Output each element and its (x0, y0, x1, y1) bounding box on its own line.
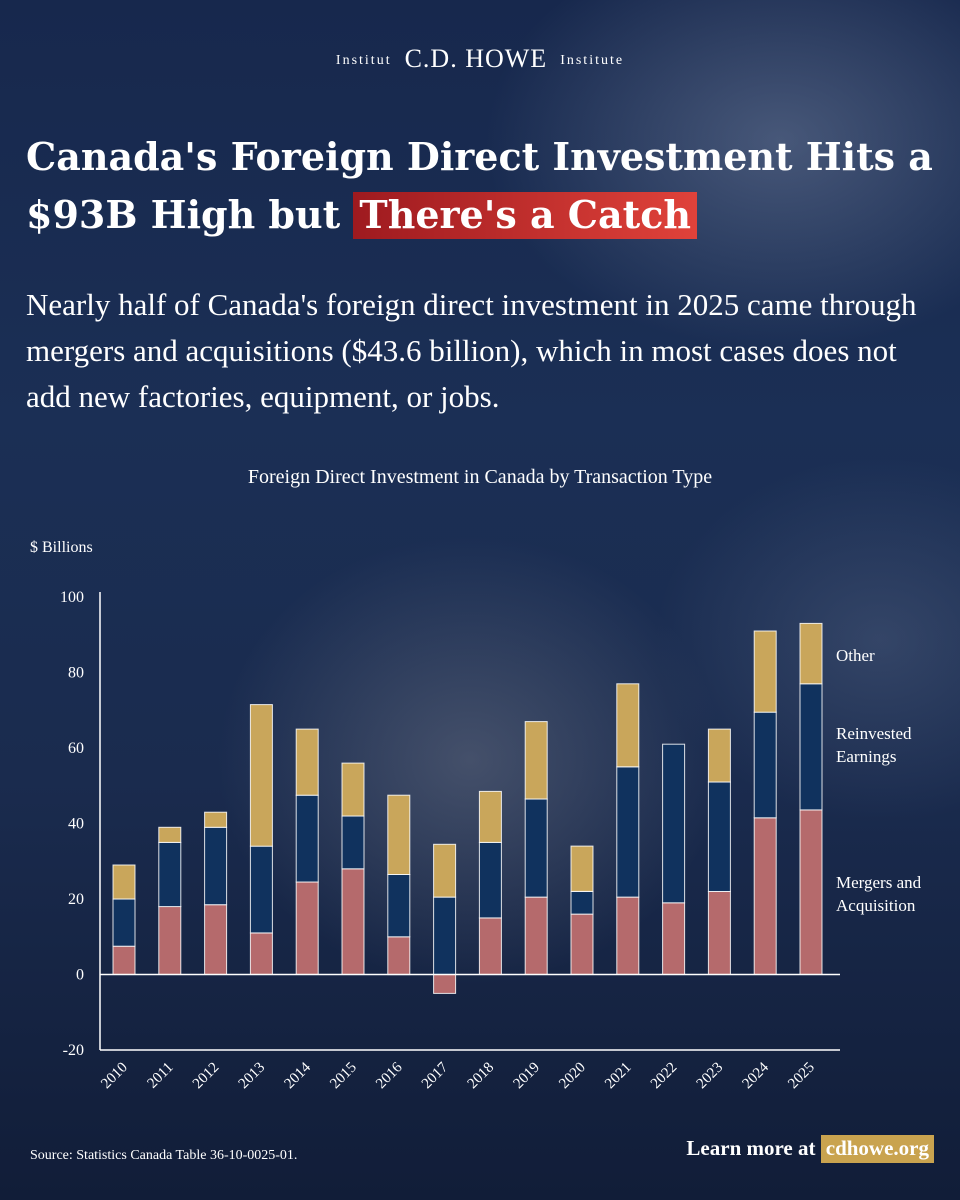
bar-2014-mergers-and-acquisition (295, 881, 319, 975)
bar-2018-reinvested-earnings (478, 841, 502, 919)
bar-2016-other (387, 794, 411, 876)
brand-logo: Institut C.D. HOWE Institute (0, 44, 960, 74)
y-axis-label: $ Billions (30, 539, 93, 556)
y-tick-label: 0 (76, 967, 84, 984)
brand-right: Institute (560, 53, 625, 68)
x-tick-label-2016: 2016 (373, 1059, 406, 1092)
bar-2019-mergers-and-acquisition (524, 896, 548, 975)
bar-2013-mergers-and-acquisition (249, 932, 273, 975)
x-tick-label-2014: 2014 (282, 1059, 315, 1092)
bar-2018-other (478, 790, 502, 843)
bar-2021-reinvested-earnings (616, 766, 640, 898)
bar-2012-mergers-and-acquisition (204, 904, 228, 976)
y-tick-label: 20 (68, 891, 84, 908)
chart-bars (112, 622, 823, 994)
source-note: Source: Statistics Canada Table 36-10-00… (30, 1148, 298, 1163)
chart-labels: 2010 2011 2012 2013 2014 2015 2016 2017 2018 2019… (30, 539, 922, 1092)
headline-highlight: There's a Catch (353, 192, 697, 239)
x-tick-label-2019: 2019 (511, 1060, 544, 1093)
bar-2020-other (570, 845, 594, 892)
bar-2019-other (524, 721, 548, 800)
bar-2021-mergers-and-acquisition (616, 896, 640, 975)
legend-other: Other (836, 646, 875, 665)
x-tick-label-2018: 2018 (465, 1060, 498, 1093)
y-tick-label: 60 (68, 740, 84, 757)
x-tick-label-2024: 2024 (740, 1059, 773, 1092)
bar-2025-reinvested-earnings (799, 683, 823, 811)
learn-more[interactable]: Learn more at cdhowe.org (686, 1135, 934, 1163)
bar-2025-other (799, 622, 823, 685)
x-tick-label-2025: 2025 (785, 1060, 818, 1093)
legend-mergers-and-acquisition: Mergers and Acquisition (836, 873, 922, 915)
bar-2013-other (249, 704, 273, 847)
x-tick-label-2021: 2021 (602, 1060, 635, 1093)
bar-2018-mergers-and-acquisition (478, 917, 502, 976)
x-tick-label-2022: 2022 (648, 1060, 681, 1093)
bar-2011-mergers-and-acquisition (158, 906, 182, 975)
bar-2024-mergers-and-acquisition (753, 817, 777, 975)
y-tick-label: 100 (60, 589, 84, 606)
bar-2014-other (295, 728, 319, 796)
bar-2015-mergers-and-acquisition (341, 868, 365, 975)
x-tick-label-2023: 2023 (694, 1060, 727, 1093)
bar-2017-reinvested-earnings (433, 896, 457, 975)
bar-2020-mergers-and-acquisition (570, 913, 594, 975)
bar-2022-reinvested-earnings (662, 743, 686, 904)
x-tick-label-2010: 2010 (98, 1060, 131, 1093)
bar-2015-reinvested-earnings (341, 815, 365, 870)
y-tick-label: 80 (68, 665, 84, 682)
brand-left: Institut (335, 53, 392, 68)
bar-2016-reinvested-earnings (387, 874, 411, 938)
headline: Canada's Foreign Direct Investment Hits … (26, 128, 936, 244)
bar-2021-other (616, 683, 640, 768)
x-tick-label-2011: 2011 (144, 1060, 176, 1092)
bar-2025-mergers-and-acquisition (799, 809, 823, 976)
bar-2017-mergers-and-acquisition (433, 974, 457, 994)
x-tick-label-2013: 2013 (236, 1060, 269, 1093)
bar-2016-mergers-and-acquisition (387, 936, 411, 976)
bar-2011-reinvested-earnings (158, 841, 182, 908)
bar-2015-other (341, 762, 365, 817)
bar-2010-reinvested-earnings (112, 898, 136, 947)
bar-2017-other (433, 843, 457, 898)
bar-2023-reinvested-earnings (707, 781, 731, 892)
bar-2010-mergers-and-acquisition (112, 945, 136, 976)
bar-2011-other (158, 826, 182, 843)
bar-2019-reinvested-earnings (524, 798, 548, 898)
brand-name: C.D. HOWE (404, 44, 548, 73)
chart-title: Foreign Direct Investment in Canada by T… (247, 466, 713, 488)
learn-more-text: Learn more at (686, 1136, 816, 1160)
website-link[interactable]: cdhowe.org (820, 1135, 934, 1163)
bar-2010-other (112, 864, 136, 900)
bar-2024-reinvested-earnings (753, 711, 777, 819)
x-tick-label-2017: 2017 (419, 1059, 452, 1092)
y-tick-label: 40 (68, 816, 84, 833)
bar-2020-reinvested-earnings (570, 891, 594, 915)
legend-reinvested-earnings: Reinvested Earnings (836, 724, 912, 766)
subheadline: Nearly half of Canada's foreign direct i… (26, 287, 917, 414)
chart-axes (99, 592, 840, 1051)
bar-2022-mergers-and-acquisition (662, 902, 686, 975)
bar-2023-mergers-and-acquisition (707, 891, 731, 975)
x-tick-label-2020: 2020 (556, 1060, 589, 1093)
headline-main: Canada's Foreign Direct Investment Hits … (26, 134, 933, 237)
bar-2023-other (707, 728, 731, 783)
y-tick-label: -20 (63, 1042, 84, 1059)
x-tick-label-2012: 2012 (190, 1060, 223, 1093)
bar-2013-reinvested-earnings (249, 845, 273, 934)
bar-2024-other (753, 630, 777, 713)
bar-2014-reinvested-earnings (295, 794, 319, 883)
x-tick-label-2015: 2015 (327, 1060, 360, 1093)
bar-2012-reinvested-earnings (204, 826, 228, 906)
bar-2012-other (204, 811, 228, 828)
